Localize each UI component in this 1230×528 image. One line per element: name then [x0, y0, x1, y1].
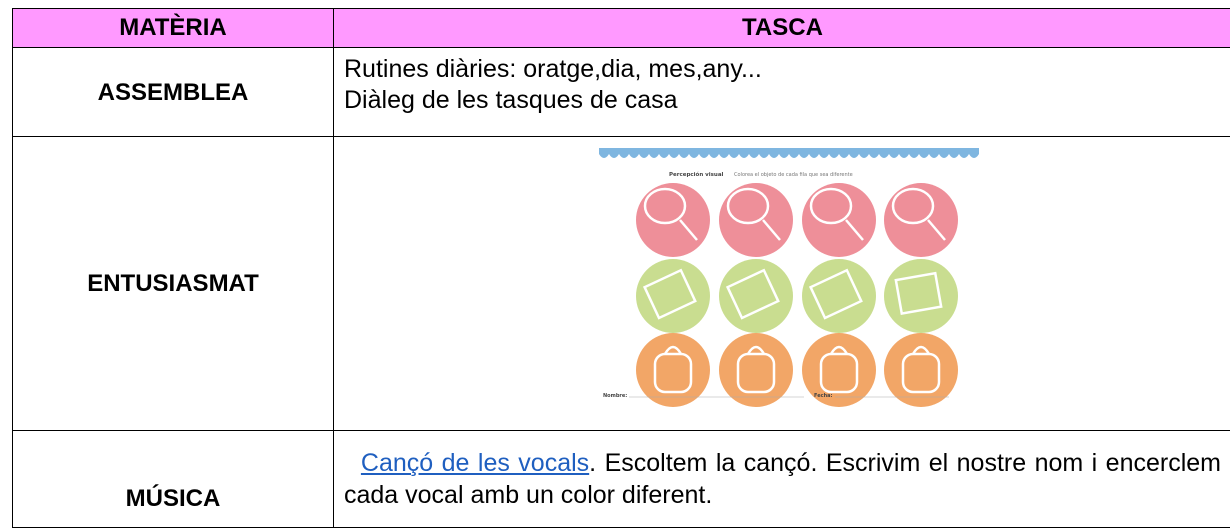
circle: [802, 183, 876, 257]
task-cell: Rutines diàries: oratge,dia, mes,any... …: [334, 48, 1230, 137]
subject-cell: MÚSICA: [13, 431, 334, 528]
row: ASSEMBLEA Rutines diàries: oratge,dia, m…: [13, 48, 1230, 137]
circle: [884, 259, 958, 333]
worksheet-title: Percepción visual: [669, 171, 724, 178]
header-cell: TASCA: [334, 9, 1230, 48]
song-link[interactable]: Cançó de les vocals: [361, 449, 589, 477]
task-line: Rutines diàries: oratge,dia, mes,any...: [344, 54, 1221, 85]
task-cell: Cançó de les vocals. Escoltem la cançó. …: [334, 431, 1230, 528]
page: MATÈRIA TASCA ASSEMBLEA Rutines diàries:…: [0, 0, 1230, 511]
circle: [719, 183, 793, 257]
worksheet-instruction: Colorea el objeto de cada fila que sea d…: [734, 172, 853, 178]
circle: [636, 183, 710, 257]
name-label: Nombre:: [603, 393, 627, 399]
header-row: MATÈRIA TASCA: [13, 9, 1230, 48]
worksheet-image: Percepción visual Colorea el objeto de c…: [599, 148, 979, 413]
schedule-table: MATÈRIA TASCA ASSEMBLEA Rutines diàries:…: [12, 8, 1230, 528]
circle: [636, 259, 710, 333]
row: MÚSICA Cançó de les vocals. Escoltem la …: [13, 431, 1230, 528]
task-cell: Percepción visual Colorea el objeto de c…: [334, 137, 1230, 431]
row: ENTUSIASMAT Percepción visual Colorea el…: [13, 137, 1230, 431]
circle: [636, 333, 710, 407]
subject-cell: ENTUSIASMAT: [13, 137, 334, 431]
circle: [884, 183, 958, 257]
header-cell: MATÈRIA: [13, 9, 334, 48]
circle: [719, 333, 793, 407]
circle: [884, 333, 958, 407]
task-line: Diàleg de les tasques de casa: [344, 85, 1221, 116]
circle: [719, 259, 793, 333]
date-label: Fecha:: [814, 393, 833, 399]
subject-cell: ASSEMBLEA: [13, 48, 334, 137]
circle: [802, 259, 876, 333]
